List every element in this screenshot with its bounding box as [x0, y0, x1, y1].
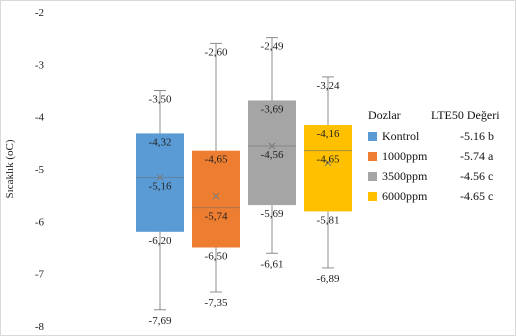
legend-label: 6000ppm [382, 188, 428, 203]
legend-lte50-value: -5.74 a [460, 148, 494, 163]
y-tick-label: -2 [35, 7, 44, 19]
legend-lte50-value: -5.16 b [460, 128, 494, 143]
box-iqr [136, 133, 184, 232]
legend-header-dozlar: Dozlar [368, 108, 401, 122]
label-min: -6,89 [317, 273, 340, 285]
label-q3: -4,65 [205, 154, 228, 166]
y-tick-label: -7 [35, 269, 45, 281]
label-q1: -6,20 [149, 235, 172, 247]
y-tick-label: -3 [35, 59, 45, 71]
mean-marker [268, 142, 276, 150]
label-q3: -4,32 [149, 136, 172, 148]
legend-header-lte50: LTE50 Değeri [431, 108, 500, 122]
label-median: -4,65 [317, 154, 340, 166]
legend-label: Kontrol [382, 128, 420, 143]
label-median: -4,56 [261, 149, 284, 161]
label-max: -3,24 [317, 80, 340, 92]
label-min: -7,35 [205, 297, 228, 309]
legend-lte50-value: -4.56 c [460, 168, 494, 183]
label-min: -6,61 [261, 258, 284, 270]
box-iqr [192, 150, 240, 248]
legend-lte50-value: -4.65 c [460, 188, 494, 203]
label-max: -3,50 [149, 94, 172, 106]
label-median: -5,16 [149, 180, 172, 192]
label-median: -5,74 [205, 211, 228, 223]
legend-item-3500ppm: 3500ppm -4.56 c [368, 168, 493, 184]
label-q1: -5,69 [261, 208, 284, 220]
label-q1: -6,50 [205, 251, 228, 263]
legend-swatch [368, 171, 377, 181]
legend-swatch [368, 191, 377, 201]
label-min: -7,69 [149, 315, 172, 327]
legend-label: 1000ppm [382, 148, 428, 163]
legend-swatch [368, 151, 377, 161]
box-kontrol: -3,50 -4,32 -5,16 -6,20 -7,69 [136, 90, 184, 327]
boxes: -3,50 -4,32 -5,16 -6,20 -7,69 -2,60 -4,65 -5,74… [136, 37, 352, 327]
legend-swatch [368, 131, 377, 141]
box-iqr [248, 100, 296, 206]
label-max: -2,60 [205, 46, 228, 58]
box-iqr [304, 125, 352, 212]
y-tick-label: -4 [35, 112, 45, 124]
box-3500ppm: -2,49 -3,69 -4,56 -5,69 -6,61 [248, 37, 296, 270]
mean-marker [212, 192, 220, 200]
legend-item-1000ppm: 1000ppm -5.74 a [368, 148, 493, 164]
mean-marker [156, 174, 164, 181]
legend-item-6000ppm: 6000ppm -4.65 c [368, 188, 493, 204]
label-q3: -4,16 [317, 128, 340, 140]
y-axis: -2 -3 -4 -5 -6 -7 -8 [35, 7, 45, 333]
label-q3: -3,69 [261, 103, 284, 115]
y-axis-label: Sıcaklık (oC) [4, 139, 16, 198]
label-q1: -5,81 [317, 214, 340, 226]
box-1000ppm: -2,60 -4,65 -5,74 -6,50 -7,35 [192, 42, 240, 309]
box-6000ppm: -3,24 -4,16 -4,65 -5,81 -6,89 [304, 76, 352, 285]
mean-marker [324, 159, 332, 167]
y-tick-label: -8 [35, 321, 45, 333]
y-tick-label: -6 [35, 216, 45, 228]
label-max: -2,49 [261, 41, 284, 53]
y-tick-label: -5 [35, 164, 45, 176]
legend-item-kontrol: Kontrol -5.16 b [368, 128, 494, 144]
legend-label: 3500ppm [382, 168, 428, 183]
